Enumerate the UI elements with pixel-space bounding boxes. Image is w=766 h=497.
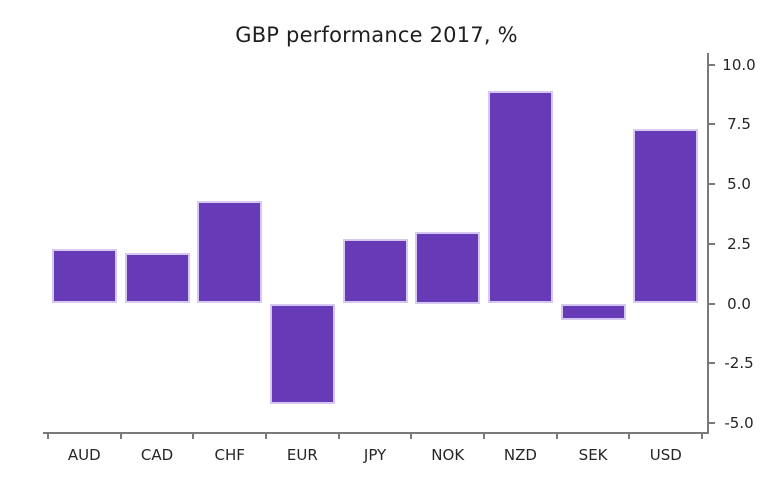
y-axis-tick [709, 421, 715, 424]
x-axis-tick [192, 434, 195, 439]
x-tick-label-usd: USD [649, 446, 682, 464]
x-axis-tick [47, 434, 49, 439]
bar-sek [560, 303, 626, 321]
x-axis-tick [555, 434, 558, 439]
y-tick-label: 10.0 [722, 55, 756, 74]
y-axis-tick [709, 302, 715, 305]
x-tick-label-cad: CAD [140, 446, 174, 464]
x-axis-tick [628, 434, 631, 439]
bar-aud [51, 248, 117, 304]
y-axis-tick [709, 123, 715, 126]
bar-eur [269, 303, 335, 404]
y-tick-label: 2.5 [727, 234, 751, 253]
y-tick-label: 0.0 [727, 294, 751, 313]
bar-chf [197, 200, 263, 304]
x-tick-label-aud: AUD [67, 446, 101, 464]
y-axis-tick [709, 63, 715, 66]
x-tick-label-nok: NOK [431, 446, 465, 464]
y-axis-tick [709, 242, 715, 245]
x-axis-tick [410, 434, 413, 439]
y-tick-label: -5.0 [724, 413, 754, 432]
x-tick-label-chf: CHF [214, 446, 245, 464]
x-axis-tick [265, 434, 268, 439]
x-axis-tick [337, 434, 340, 439]
bar-nzd [487, 91, 553, 304]
x-axis-tick [119, 434, 122, 439]
y-tick-label: -2.5 [724, 354, 754, 373]
x-tick-label-sek: SEK [578, 446, 608, 464]
y-tick-label: 5.0 [727, 175, 751, 194]
x-tick-label-nzd: NZD [503, 446, 537, 464]
y-axis-tick [709, 362, 715, 365]
y-axis-tick [709, 183, 715, 186]
x-axis-line [43, 432, 709, 434]
x-axis-tick [701, 434, 704, 439]
bar-usd [633, 129, 699, 304]
y-axis-line [707, 53, 709, 434]
bar-cad [124, 253, 190, 304]
x-tick-label-jpy: JPY [363, 446, 387, 464]
x-axis-tick [483, 434, 486, 439]
chart-title: GBP performance 2017, % [235, 23, 518, 47]
x-tick-label-eur: EUR [286, 446, 318, 464]
bar-jpy [342, 239, 408, 304]
y-tick-label: 7.5 [727, 115, 751, 134]
bar-nok [415, 231, 481, 304]
